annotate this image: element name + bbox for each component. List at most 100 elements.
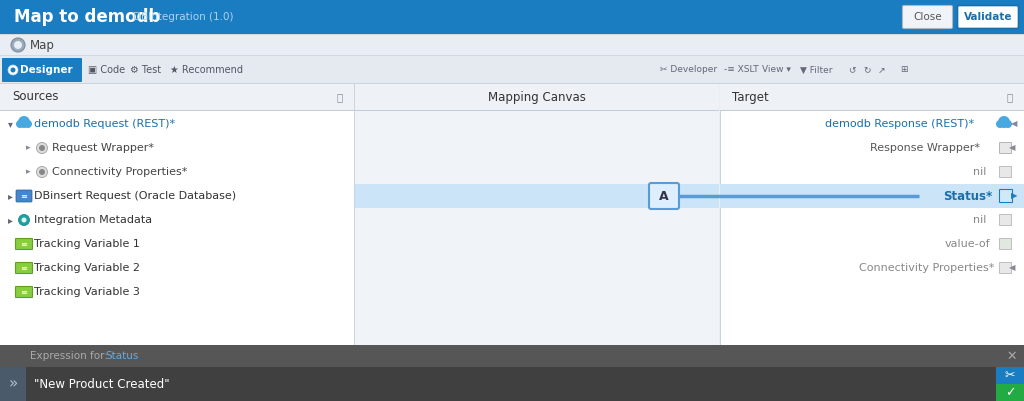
- Text: Expression for:: Expression for:: [30, 351, 112, 361]
- FancyBboxPatch shape: [649, 183, 679, 209]
- FancyBboxPatch shape: [999, 142, 1012, 154]
- Text: ▶: ▶: [1011, 192, 1017, 200]
- Circle shape: [1004, 120, 1012, 128]
- FancyBboxPatch shape: [999, 215, 1012, 225]
- Bar: [0, 84, 354, 110]
- Text: DBinsert Request (Oracle Database): DBinsert Request (Oracle Database): [34, 191, 237, 201]
- Text: ⚙ Test: ⚙ Test: [130, 65, 161, 75]
- Circle shape: [996, 120, 1004, 128]
- Text: demodb Request (REST)*: demodb Request (REST)*: [34, 119, 175, 129]
- Text: ↗: ↗: [878, 65, 886, 75]
- Circle shape: [11, 38, 25, 52]
- Circle shape: [998, 116, 1010, 128]
- Text: Request Wrapper*: Request Wrapper*: [52, 143, 154, 153]
- Text: Tracking Variable 3: Tracking Variable 3: [34, 287, 140, 297]
- Text: value-of: value-of: [944, 239, 990, 249]
- Bar: [0, 0, 1024, 34]
- Text: Map to demodb: Map to demodb: [14, 8, 161, 26]
- FancyBboxPatch shape: [957, 6, 1019, 28]
- Text: ▼ Filter: ▼ Filter: [800, 65, 833, 75]
- Bar: [355, 110, 719, 111]
- Text: Integration Metadata: Integration Metadata: [34, 215, 153, 225]
- Text: Connectivity Properties*: Connectivity Properties*: [859, 263, 994, 273]
- Text: Validate: Validate: [964, 12, 1013, 22]
- Bar: [720, 84, 1024, 110]
- Circle shape: [37, 142, 47, 154]
- FancyBboxPatch shape: [15, 263, 33, 273]
- FancyBboxPatch shape: [999, 239, 1012, 249]
- Text: Map: Map: [30, 38, 55, 51]
- Bar: [0, 110, 354, 111]
- Text: demodb Response (REST)*: demodb Response (REST)*: [825, 119, 974, 129]
- Text: ▾: ▾: [8, 119, 13, 129]
- FancyBboxPatch shape: [15, 286, 33, 298]
- Bar: [355, 84, 719, 110]
- Text: nil: nil: [973, 215, 986, 225]
- Text: "New Product Created": "New Product Created": [34, 377, 170, 391]
- Bar: [0, 345, 1024, 367]
- Text: 🔍: 🔍: [1007, 92, 1013, 102]
- Bar: [0, 34, 1024, 35]
- Bar: [996, 367, 1024, 384]
- Bar: [720, 184, 1024, 208]
- Text: Tracking Variable 1: Tracking Variable 1: [34, 239, 140, 249]
- Text: ▣ Code: ▣ Code: [88, 65, 125, 75]
- Circle shape: [8, 65, 18, 75]
- Text: ↻: ↻: [863, 65, 870, 75]
- Text: ▸: ▸: [8, 191, 13, 201]
- Bar: [355, 184, 719, 208]
- Bar: [0, 34, 1024, 56]
- FancyBboxPatch shape: [999, 263, 1012, 273]
- Text: »: »: [8, 377, 17, 391]
- FancyBboxPatch shape: [902, 6, 952, 28]
- Bar: [0, 55, 1024, 56]
- Circle shape: [37, 166, 47, 178]
- Text: Status*: Status*: [943, 190, 992, 203]
- Text: ✂ Developer: ✂ Developer: [660, 65, 717, 75]
- Text: Connectivity Properties*: Connectivity Properties*: [52, 167, 187, 177]
- Text: -≡ XSLT: -≡ XSLT: [724, 65, 759, 75]
- Circle shape: [16, 120, 24, 128]
- Text: ✂: ✂: [1005, 369, 1015, 382]
- FancyBboxPatch shape: [15, 239, 33, 249]
- Text: ✕: ✕: [1007, 350, 1017, 363]
- Text: ✓: ✓: [1005, 386, 1015, 399]
- Circle shape: [39, 169, 45, 175]
- Text: ◀: ◀: [1009, 263, 1015, 273]
- Bar: [0, 84, 354, 345]
- Circle shape: [18, 116, 30, 128]
- Text: ◀: ◀: [1011, 119, 1017, 128]
- FancyBboxPatch shape: [999, 166, 1012, 178]
- Bar: [0, 56, 1024, 84]
- Text: ≡: ≡: [20, 239, 28, 249]
- Text: Mapping Canvas: Mapping Canvas: [488, 91, 586, 103]
- Text: Close: Close: [913, 12, 942, 22]
- Circle shape: [24, 120, 32, 128]
- Bar: [997, 122, 1011, 127]
- Bar: [355, 84, 719, 345]
- FancyBboxPatch shape: [999, 190, 1013, 203]
- Circle shape: [22, 217, 27, 223]
- Text: 🔍: 🔍: [337, 92, 343, 102]
- Text: ⊞: ⊞: [900, 65, 907, 75]
- Text: Status: Status: [105, 351, 138, 361]
- Circle shape: [18, 215, 30, 225]
- Text: Target: Target: [732, 91, 769, 103]
- Text: Designer: Designer: [20, 65, 73, 75]
- Text: ≡: ≡: [20, 192, 28, 200]
- Bar: [720, 84, 1024, 345]
- Text: View ▾: View ▾: [762, 65, 791, 75]
- Bar: [996, 384, 1024, 401]
- Text: ▸: ▸: [26, 168, 31, 176]
- Text: Sources: Sources: [12, 91, 58, 103]
- Text: ≡: ≡: [20, 263, 28, 273]
- FancyBboxPatch shape: [2, 58, 82, 82]
- Circle shape: [14, 41, 22, 49]
- Bar: [720, 110, 1024, 111]
- Text: ▸: ▸: [8, 215, 13, 225]
- FancyBboxPatch shape: [16, 190, 32, 202]
- Text: ★ Recommend: ★ Recommend: [170, 65, 243, 75]
- Circle shape: [39, 145, 45, 151]
- Circle shape: [10, 67, 15, 73]
- Bar: [0, 367, 1024, 401]
